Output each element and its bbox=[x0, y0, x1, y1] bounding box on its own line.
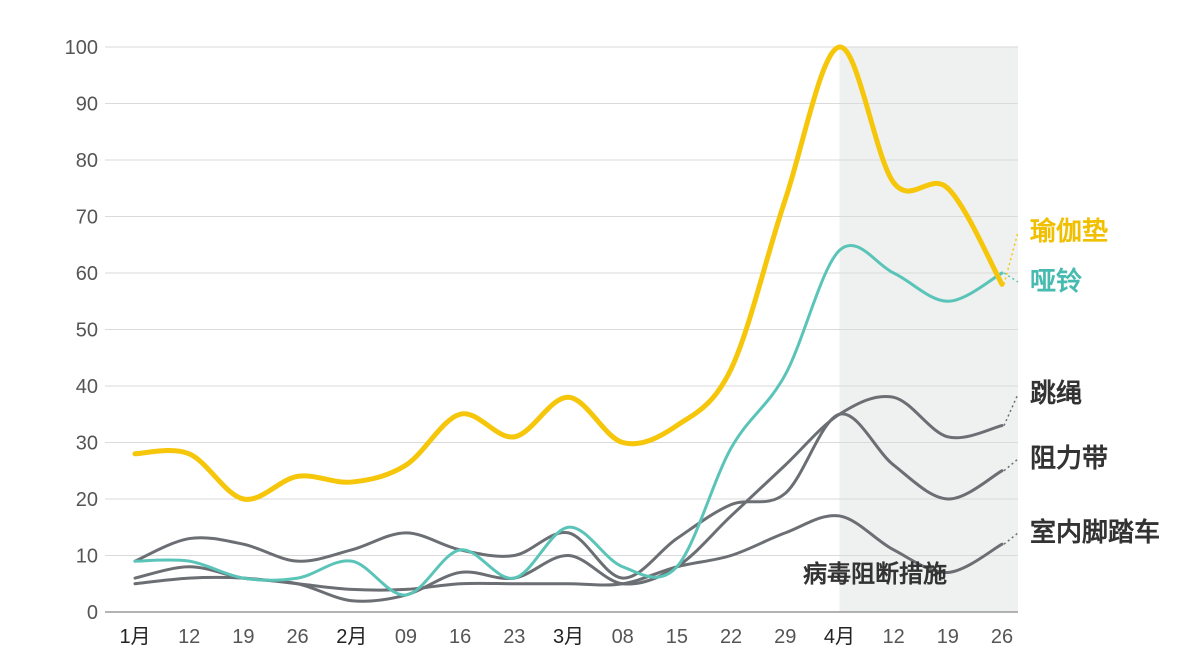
x-tick-label: 15 bbox=[666, 626, 688, 648]
series-label: 阻力带 bbox=[1030, 444, 1108, 474]
x-tick-label: 12 bbox=[178, 626, 200, 648]
label-leader bbox=[1003, 393, 1019, 426]
y-tick-label: 30 bbox=[76, 433, 98, 455]
x-tick-label: 1月 bbox=[119, 626, 150, 648]
series-line bbox=[132, 44, 1005, 502]
x-tick-label: 23 bbox=[503, 626, 525, 648]
y-tick-label: 20 bbox=[76, 489, 98, 511]
series-line bbox=[133, 412, 1004, 580]
series-label: 瑜伽垫 bbox=[1030, 216, 1108, 247]
y-axis: 0 10 20 30 40 50 60 70 80 90 100 bbox=[65, 37, 98, 624]
x-tick-label: 29 bbox=[774, 626, 796, 648]
series-line bbox=[133, 243, 1004, 597]
x-tick-label: 19 bbox=[232, 626, 254, 648]
x-tick-label: 22 bbox=[720, 626, 742, 648]
label-leader bbox=[1003, 458, 1019, 472]
x-tick-label: 26 bbox=[991, 626, 1013, 648]
y-tick-label: 60 bbox=[76, 263, 98, 285]
lockdown-annotation: 病毒阻断措施 bbox=[803, 560, 947, 588]
x-tick-label: 12 bbox=[883, 626, 905, 648]
x-tick-label: 09 bbox=[395, 626, 417, 648]
series-label: 室内脚踏车 bbox=[1030, 517, 1160, 548]
series-label: 跳绳 bbox=[1030, 379, 1082, 409]
y-tick-label: 70 bbox=[76, 207, 98, 229]
y-tick-label: 10 bbox=[76, 546, 98, 568]
y-tick-label: 40 bbox=[76, 376, 98, 398]
x-tick-label: 3月 bbox=[553, 626, 584, 648]
x-tick-label: 19 bbox=[937, 626, 959, 648]
y-tick-label: 90 bbox=[76, 94, 98, 116]
y-tick-label: 100 bbox=[65, 37, 98, 59]
label-leader bbox=[1003, 231, 1019, 285]
x-axis: 1月 12 19 26 2月 09 16 23 3月 08 15 22 29 4月 12 19 26 bbox=[119, 626, 1013, 648]
y-tick-label: 0 bbox=[87, 602, 98, 624]
series-lines bbox=[132, 44, 1005, 603]
series-line bbox=[133, 514, 1004, 592]
x-tick-label: 2月 bbox=[336, 626, 367, 648]
y-tick-label: 80 bbox=[76, 150, 98, 172]
y-tick-label: 50 bbox=[76, 320, 98, 342]
x-tick-label: 26 bbox=[286, 626, 308, 648]
x-tick-label: 4月 bbox=[824, 626, 855, 648]
x-tick-label: 16 bbox=[449, 626, 471, 648]
x-tick-label: 08 bbox=[612, 626, 634, 648]
series-label: 哑铃 bbox=[1030, 267, 1082, 297]
